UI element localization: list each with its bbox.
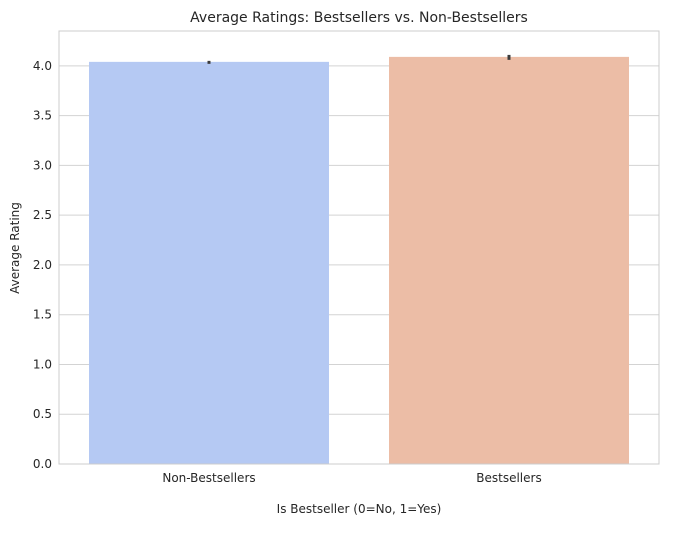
chart-title: Average Ratings: Bestsellers vs. Non-Bes… — [190, 10, 528, 26]
x-tick-labels: Non-Bestsellers Bestsellers — [162, 471, 541, 485]
bar-non-bestsellers — [89, 61, 329, 464]
x-tick-label: Non-Bestsellers — [162, 471, 255, 485]
y-tick-label: 2.0 — [33, 258, 52, 272]
error-bars — [207, 54, 511, 64]
bars — [89, 56, 629, 464]
y-tick-label: 3.5 — [33, 109, 52, 123]
y-tick-label: 3.0 — [33, 158, 52, 172]
y-tick-label: 0.5 — [33, 407, 52, 421]
x-axis-label: Is Bestseller (0=No, 1=Yes) — [277, 502, 442, 516]
y-tick-labels: 0.0 0.5 1.0 1.5 2.0 2.5 3.0 3.5 4.0 — [33, 59, 52, 471]
x-tick-label: Bestsellers — [476, 471, 541, 485]
plot-frame — [58, 30, 660, 465]
y-tick-label: 4.0 — [33, 59, 52, 73]
y-axis-label: Average Rating — [8, 202, 22, 294]
y-tick-label: 1.0 — [33, 357, 52, 371]
bar-bestsellers — [389, 56, 629, 464]
y-tick-label: 0.0 — [33, 457, 52, 471]
y-tick-label: 2.5 — [33, 208, 52, 222]
y-tick-label: 1.5 — [33, 308, 52, 322]
